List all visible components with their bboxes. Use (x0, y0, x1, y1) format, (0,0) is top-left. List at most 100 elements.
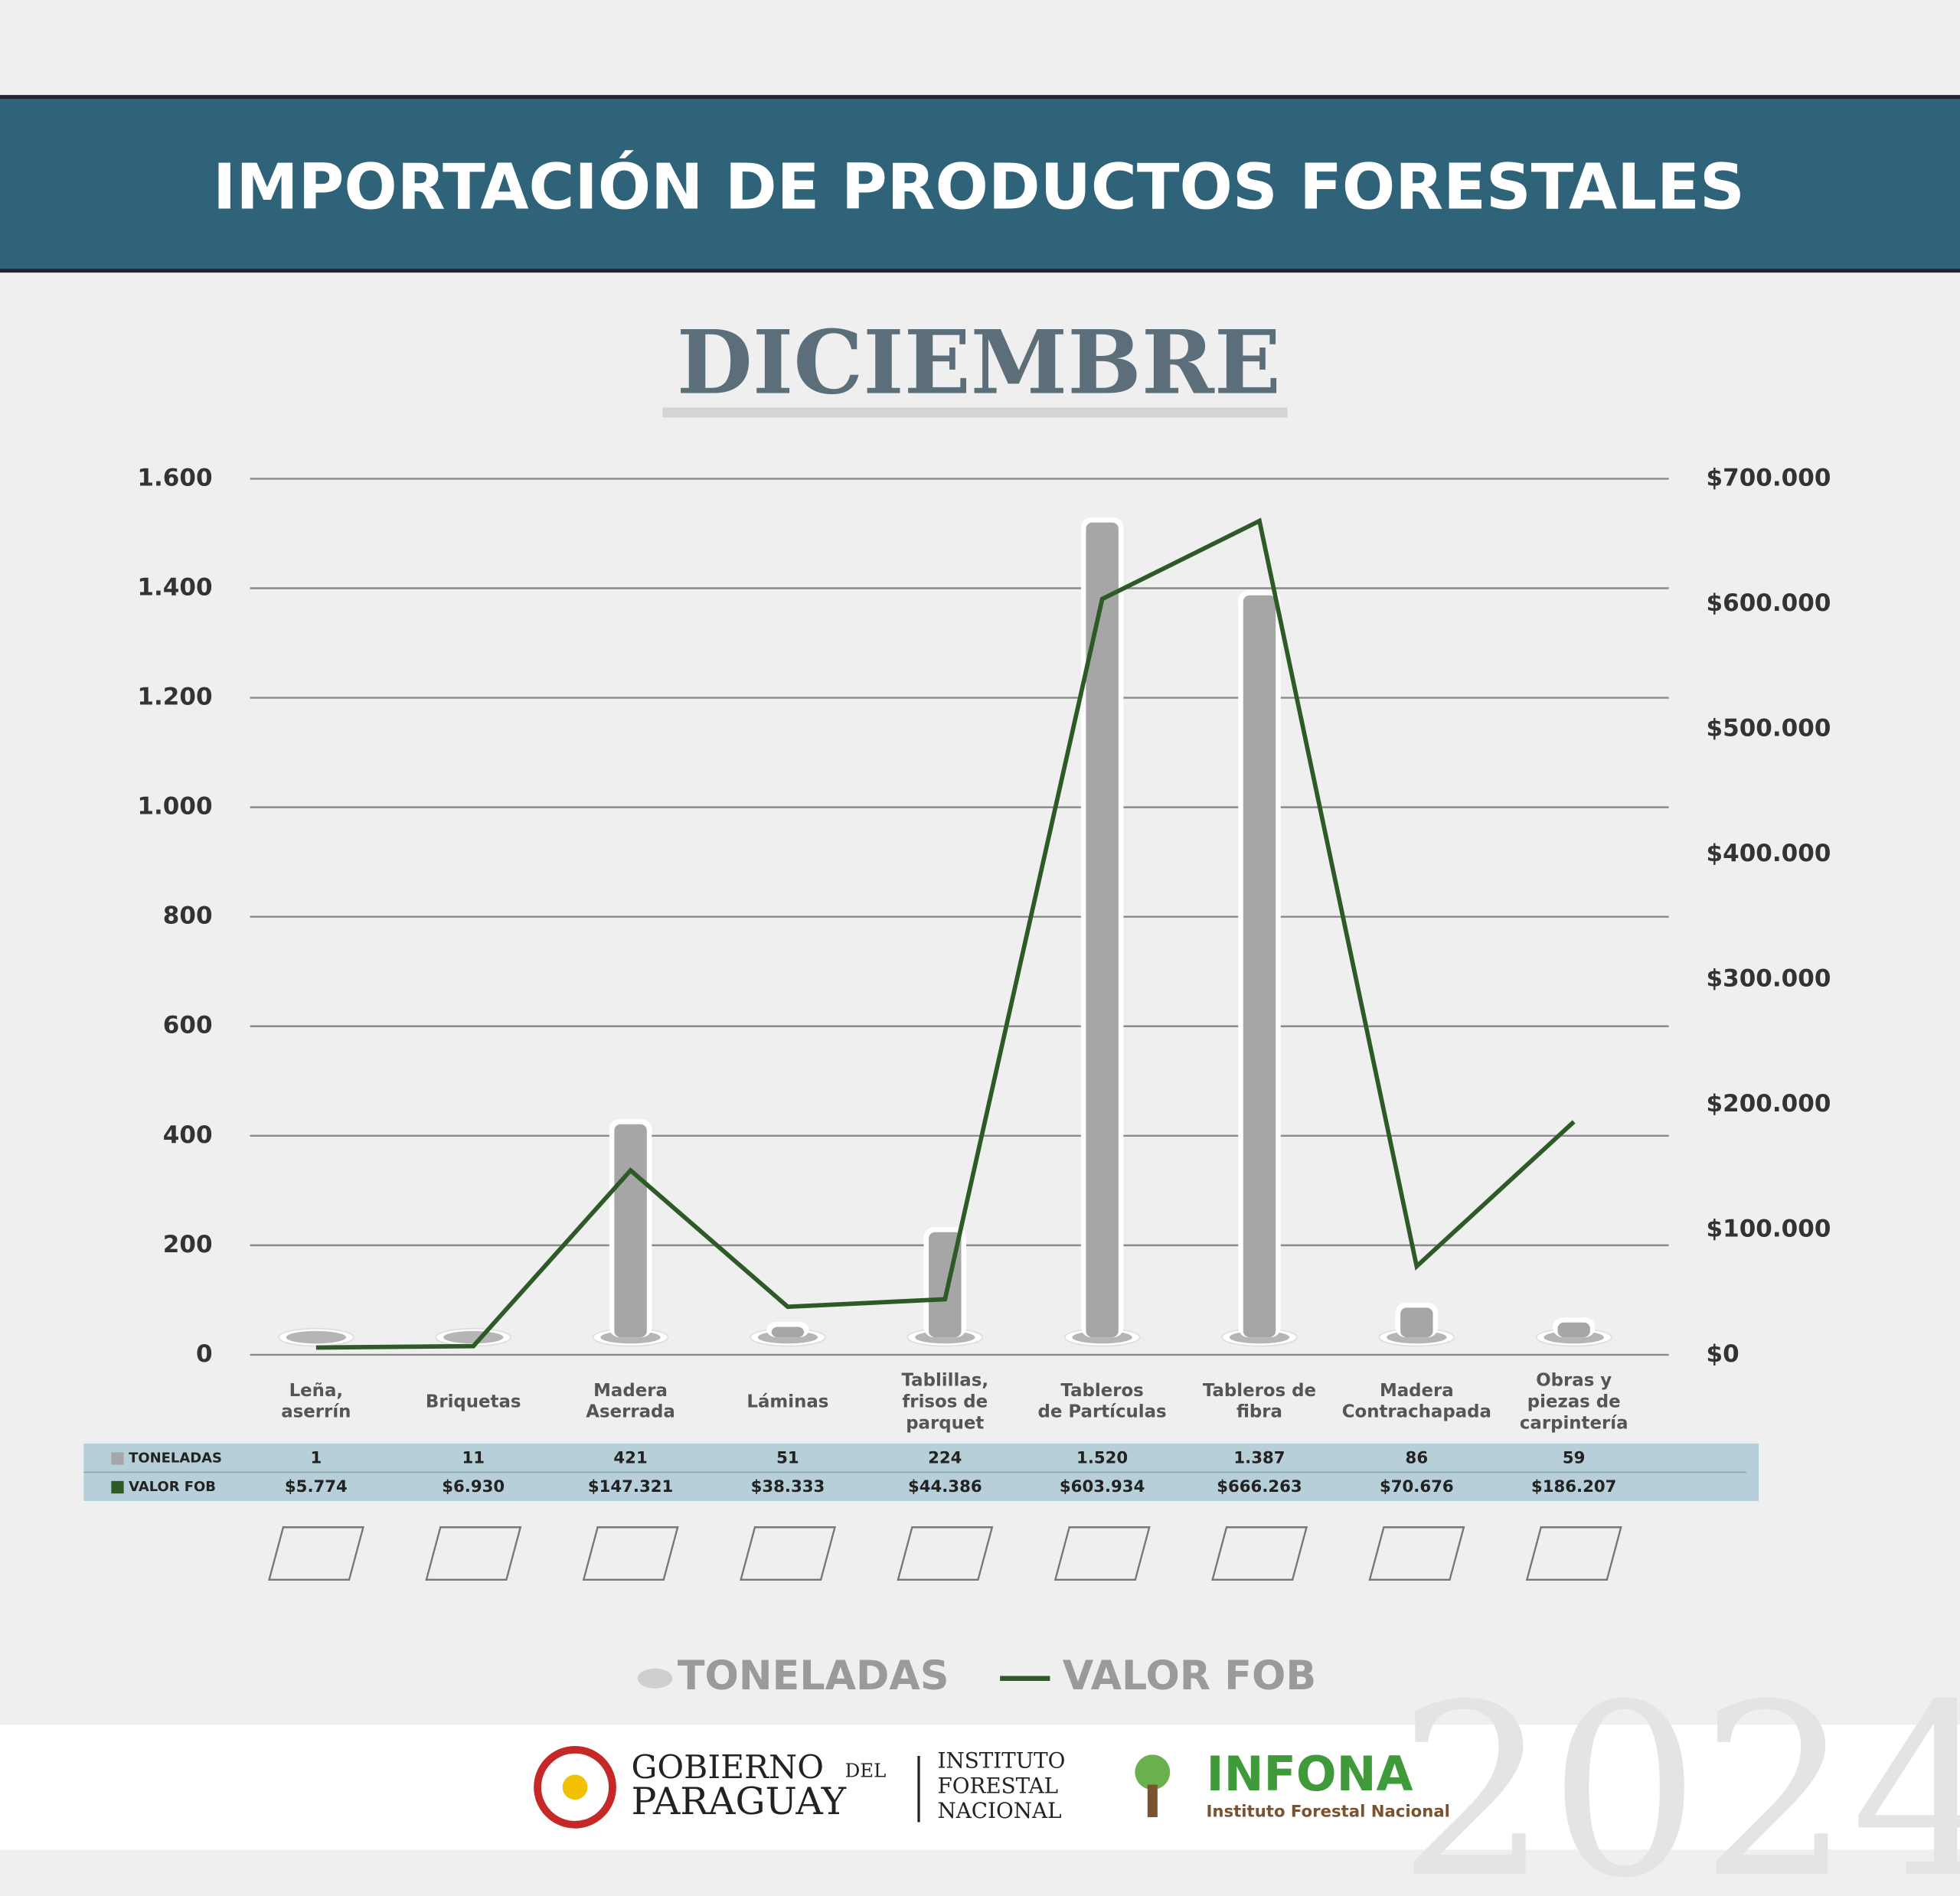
footer-band (0, 1725, 1960, 1850)
y-tick-label: 600 (163, 1012, 213, 1039)
product-icon (425, 1526, 522, 1581)
x-tick-label: Obras y piezas de carpintería (1519, 1370, 1628, 1433)
gov-text: DEL (845, 1760, 887, 1782)
legend-label: TONELADAS (678, 1653, 949, 1699)
table-cell: $44.386 (908, 1477, 982, 1496)
y2-tick-label: $300.000 (1707, 964, 1831, 992)
brand-name: INFONA (1207, 1746, 1413, 1802)
table-key (111, 1480, 124, 1494)
product-icon (1368, 1526, 1465, 1581)
product-icon (897, 1526, 994, 1581)
y-tick-label: 0 (196, 1340, 213, 1368)
bar (614, 1124, 647, 1338)
y-tick-label: 200 (163, 1231, 213, 1258)
table-cell: 1.520 (1076, 1448, 1128, 1467)
x-tick-label-box: Madera Aserrada (586, 1381, 675, 1423)
table-cell: 421 (613, 1448, 647, 1467)
x-tick-label: Madera Aserrada (586, 1381, 675, 1423)
header-band (0, 95, 1960, 273)
year-watermark: 2024 (1398, 1654, 1960, 1896)
table-cell: $70.676 (1380, 1477, 1454, 1496)
x-tick-label: Tableros de Partículas (1037, 1381, 1167, 1423)
table-cell: 86 (1406, 1448, 1429, 1467)
y2-tick-label: $400.000 (1707, 840, 1831, 867)
y2-tick-label: $100.000 (1707, 1215, 1831, 1242)
x-tick-label: Láminas (746, 1392, 829, 1412)
y2-tick-label: $0 (1707, 1340, 1740, 1368)
bar-base (443, 1330, 504, 1344)
legend-label: VALOR FOB (1063, 1653, 1316, 1699)
institute-text: FORESTAL (937, 1773, 1058, 1798)
x-tick-label-box: Obras y piezas de carpintería (1519, 1370, 1628, 1433)
line (315, 517, 1576, 1350)
x-tick-label-box: Leña, aserrín (281, 1381, 351, 1423)
y2-tick-label: $200.000 (1707, 1090, 1831, 1118)
table-cell: 1 (310, 1448, 322, 1467)
table-cell: $147.321 (588, 1477, 673, 1496)
chart-title: IMPORTACIÓN DE PRODUCTOS FORESTALES (213, 149, 1745, 224)
gov-emblem (534, 1745, 616, 1829)
y-tick-label: 1.600 (137, 464, 212, 491)
brand-trunk (1147, 1784, 1158, 1818)
product-icon (267, 1526, 364, 1581)
y-tick-label: 1.200 (137, 684, 212, 711)
x-tick-label-box: Láminas (746, 1392, 829, 1412)
table-cell: $603.934 (1060, 1477, 1145, 1496)
table-cell: 11 (462, 1448, 485, 1467)
x-tick-label-box: Tablillas, frisos de parquet (901, 1370, 989, 1433)
gov-text: GOBIERNO (631, 1749, 824, 1787)
table-cell: 51 (776, 1448, 799, 1467)
legend-key (637, 1668, 673, 1689)
table-cell: 224 (928, 1448, 962, 1467)
table-cell: $6.930 (442, 1477, 505, 1496)
table-key (111, 1452, 124, 1465)
gov-star (562, 1774, 588, 1800)
x-tick-label-box: Briquetas (425, 1392, 521, 1412)
table-cell: $666.263 (1217, 1477, 1302, 1496)
bar (771, 1327, 805, 1338)
product-icon (582, 1526, 679, 1581)
y2-tick-label: $600.000 (1707, 589, 1831, 617)
bar (1243, 595, 1276, 1338)
x-tick-label: Tableros de fibra (1202, 1381, 1317, 1423)
y-tick-label: 800 (163, 902, 213, 930)
table-row-header: TONELADAS (129, 1450, 222, 1466)
table-cell: 59 (1563, 1448, 1586, 1467)
header-border (0, 269, 1960, 273)
x-tick-label: Madera Contrachapada (1341, 1381, 1491, 1423)
x-tick-label-box: Tableros de Partículas (1037, 1381, 1167, 1423)
product-icon (1054, 1526, 1151, 1581)
y-tick-label: 1.400 (137, 574, 212, 602)
brand-tree (1135, 1754, 1171, 1790)
bar (1557, 1322, 1590, 1338)
table-cell: 1.387 (1233, 1448, 1285, 1467)
product-icon (1211, 1526, 1308, 1581)
product-icon (740, 1526, 837, 1581)
header-border (0, 95, 1960, 100)
plot: 0 200 400 600 800 1.000 1.200 1.400 1.600 $0 $100.… (111, 464, 1831, 1699)
y-tick-label: 1.000 (137, 793, 212, 821)
table-row-header: VALOR FOB (129, 1479, 216, 1495)
x-tick-label: Briquetas (425, 1392, 521, 1412)
product-icon (1525, 1526, 1622, 1581)
y2-tick-label: $700.000 (1707, 464, 1831, 491)
x-tick-label: Tablillas, frisos de parquet (901, 1370, 989, 1433)
chart-subtitle: DICIEMBRE (677, 311, 1281, 413)
institute-text: INSTITUTO (937, 1748, 1065, 1774)
x-tick-label-box: Madera Contrachapada (1341, 1381, 1491, 1423)
table-cell: $5.774 (285, 1477, 348, 1496)
brand-sub: Instituto Forestal Nacional (1207, 1802, 1450, 1821)
table-cell: $186.207 (1531, 1477, 1616, 1496)
x-tick-label-box: Tableros de fibra (1202, 1381, 1317, 1423)
y2-tick-label: $500.000 (1707, 714, 1831, 742)
x-tick-label: Leña, aserrín (281, 1381, 351, 1423)
institute-text: NACIONAL (937, 1798, 1061, 1823)
bar-base (286, 1330, 347, 1344)
gov-text: PARAGUAY (631, 1780, 846, 1823)
bar (1400, 1307, 1433, 1338)
bar (1086, 522, 1119, 1338)
subtitle-underline (662, 407, 1288, 418)
y-tick-label: 400 (163, 1121, 213, 1149)
